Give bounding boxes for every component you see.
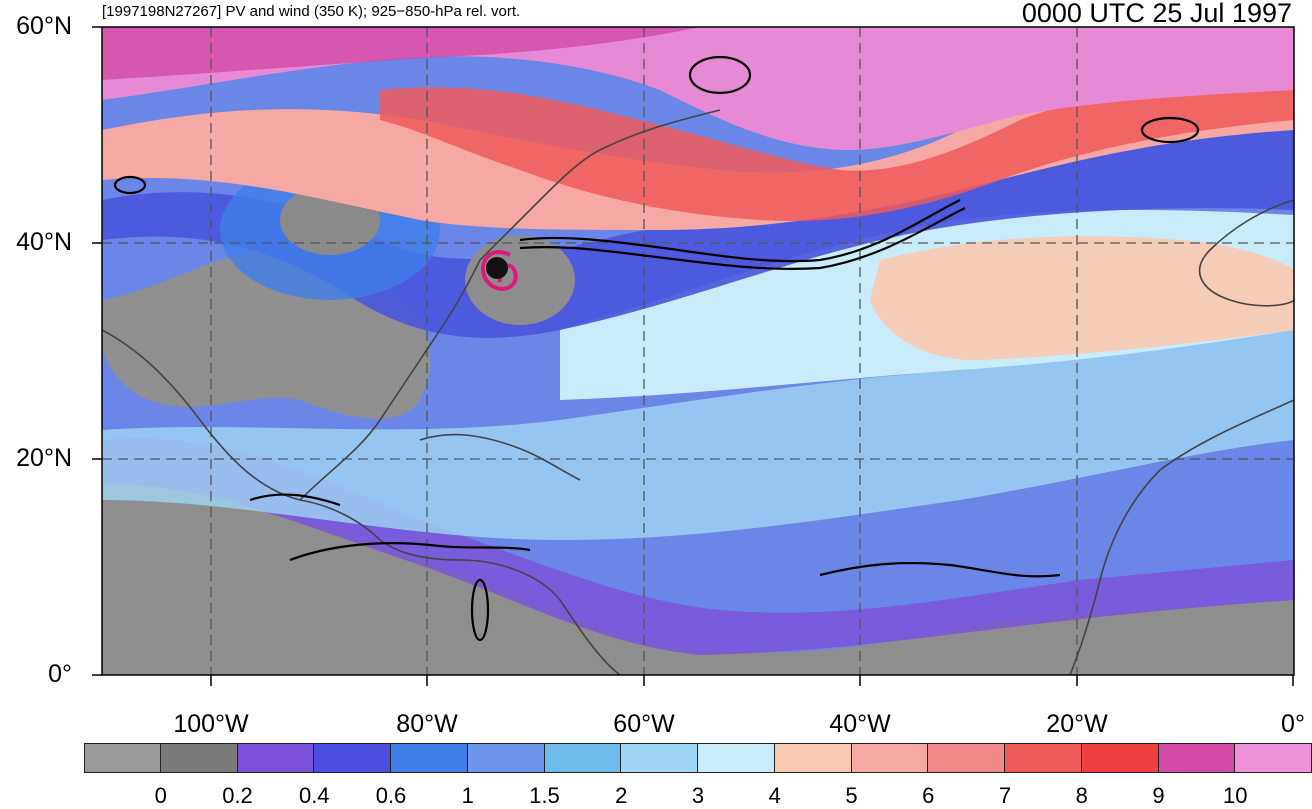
colorbar-label: 1.5 <box>529 783 560 808</box>
colorbar-swatch <box>314 743 391 773</box>
lat-label-0: 0° <box>48 660 72 688</box>
colorbar-label: 7 <box>998 783 1012 808</box>
graticule <box>102 27 1294 675</box>
colorbar-swatch <box>1158 743 1236 773</box>
lon-label-60w: 60°W <box>613 710 675 738</box>
pv-field-atlantic-salmon <box>870 236 1294 361</box>
colorbar-swatch <box>1081 743 1159 773</box>
colorbar-swatch <box>160 743 238 773</box>
colorbar <box>84 743 1312 773</box>
colorbar-label: 8 <box>1075 783 1088 808</box>
colorbar-label: 10 <box>1223 783 1248 808</box>
lat-label-20n: 20°N <box>16 444 72 472</box>
pv-field-north-red <box>380 87 1294 221</box>
colorbar-swatch <box>851 743 929 773</box>
colorbar-label: 0 <box>154 783 167 808</box>
lat-label-60n: 60°N <box>16 12 72 40</box>
colorbar-label: 0.6 <box>375 783 407 808</box>
colorbar-label: 5 <box>845 783 858 808</box>
colorbar-swatch <box>544 743 622 773</box>
colorbar-swatch <box>621 743 698 773</box>
pv-field-north-salmon <box>102 70 1294 230</box>
colorbar-label: 0.2 <box>222 783 253 808</box>
pv-field-bermuda-low <box>465 235 575 325</box>
colorbar-label: 9 <box>1152 783 1165 808</box>
lon-label-20w: 20°W <box>1046 710 1108 738</box>
map-frame <box>101 26 1295 676</box>
colorbar-label: 4 <box>768 783 781 808</box>
colorbar-swatch <box>84 743 161 773</box>
colorbar-swatch <box>774 743 852 773</box>
axis-ticks <box>92 26 1294 686</box>
map-title: [1997198N27267] PV and wind (350 K); 925… <box>102 3 521 20</box>
colorbar-swatch <box>391 743 468 773</box>
colorbar-swatch <box>1005 743 1082 773</box>
colorbar-label: 1 <box>461 783 474 808</box>
lon-label-80w: 80°W <box>396 710 458 738</box>
coastlines <box>102 109 1294 675</box>
lat-label-40n: 40°N <box>16 228 72 256</box>
cyclone-marker <box>481 250 518 291</box>
colorbar-swatch <box>1235 743 1312 773</box>
lon-label-0: 0° <box>1281 710 1305 738</box>
colorbar-label: 6 <box>922 783 935 808</box>
pv-field-purple-band <box>102 438 1294 655</box>
colorbar-label: 0.4 <box>298 783 330 808</box>
pv-field-subtropical-band <box>102 330 1294 540</box>
colorbar-swatch <box>928 743 1005 773</box>
colorbar-swatch <box>237 743 315 773</box>
colorbar-swatch <box>698 743 775 773</box>
colorbar-swatch <box>467 743 545 773</box>
lon-label-40w: 40°W <box>829 710 891 738</box>
pv-field-north-deep-magenta <box>102 27 700 80</box>
lon-label-100w: 100°W <box>173 710 249 738</box>
colorbar-label: 2 <box>615 783 628 808</box>
map-time: 0000 UTC 25 Jul 1997 <box>1021 0 1292 28</box>
colorbar-label: 3 <box>691 783 705 808</box>
vorticity-contours <box>113 55 1200 642</box>
